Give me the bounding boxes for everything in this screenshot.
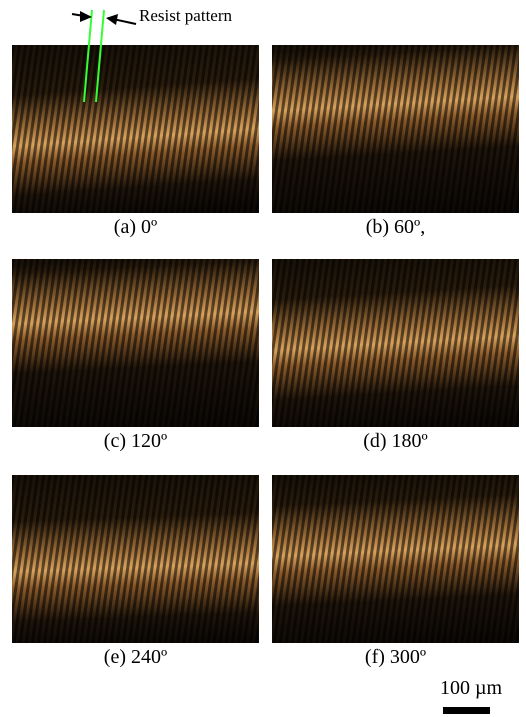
panel-caption: (d) 180º bbox=[363, 430, 428, 452]
panel-caption: (a) 0º bbox=[113, 216, 158, 238]
micrograph bbox=[12, 475, 259, 643]
micrograph bbox=[272, 259, 519, 427]
annotation: Resist pattern bbox=[139, 6, 233, 25]
micrograph bbox=[12, 259, 259, 427]
panel-caption: (c) 120º bbox=[103, 430, 168, 452]
micrograph bbox=[12, 45, 259, 213]
panel-caption: (e) 240º bbox=[103, 646, 168, 668]
scale-bar bbox=[443, 707, 490, 714]
panel-caption: (b) 60º, bbox=[365, 216, 426, 238]
micrograph bbox=[272, 475, 519, 643]
panel-caption: (f) 300º bbox=[364, 646, 427, 668]
micrograph bbox=[272, 45, 519, 213]
scale-bar-label: 100 µm bbox=[440, 677, 503, 699]
